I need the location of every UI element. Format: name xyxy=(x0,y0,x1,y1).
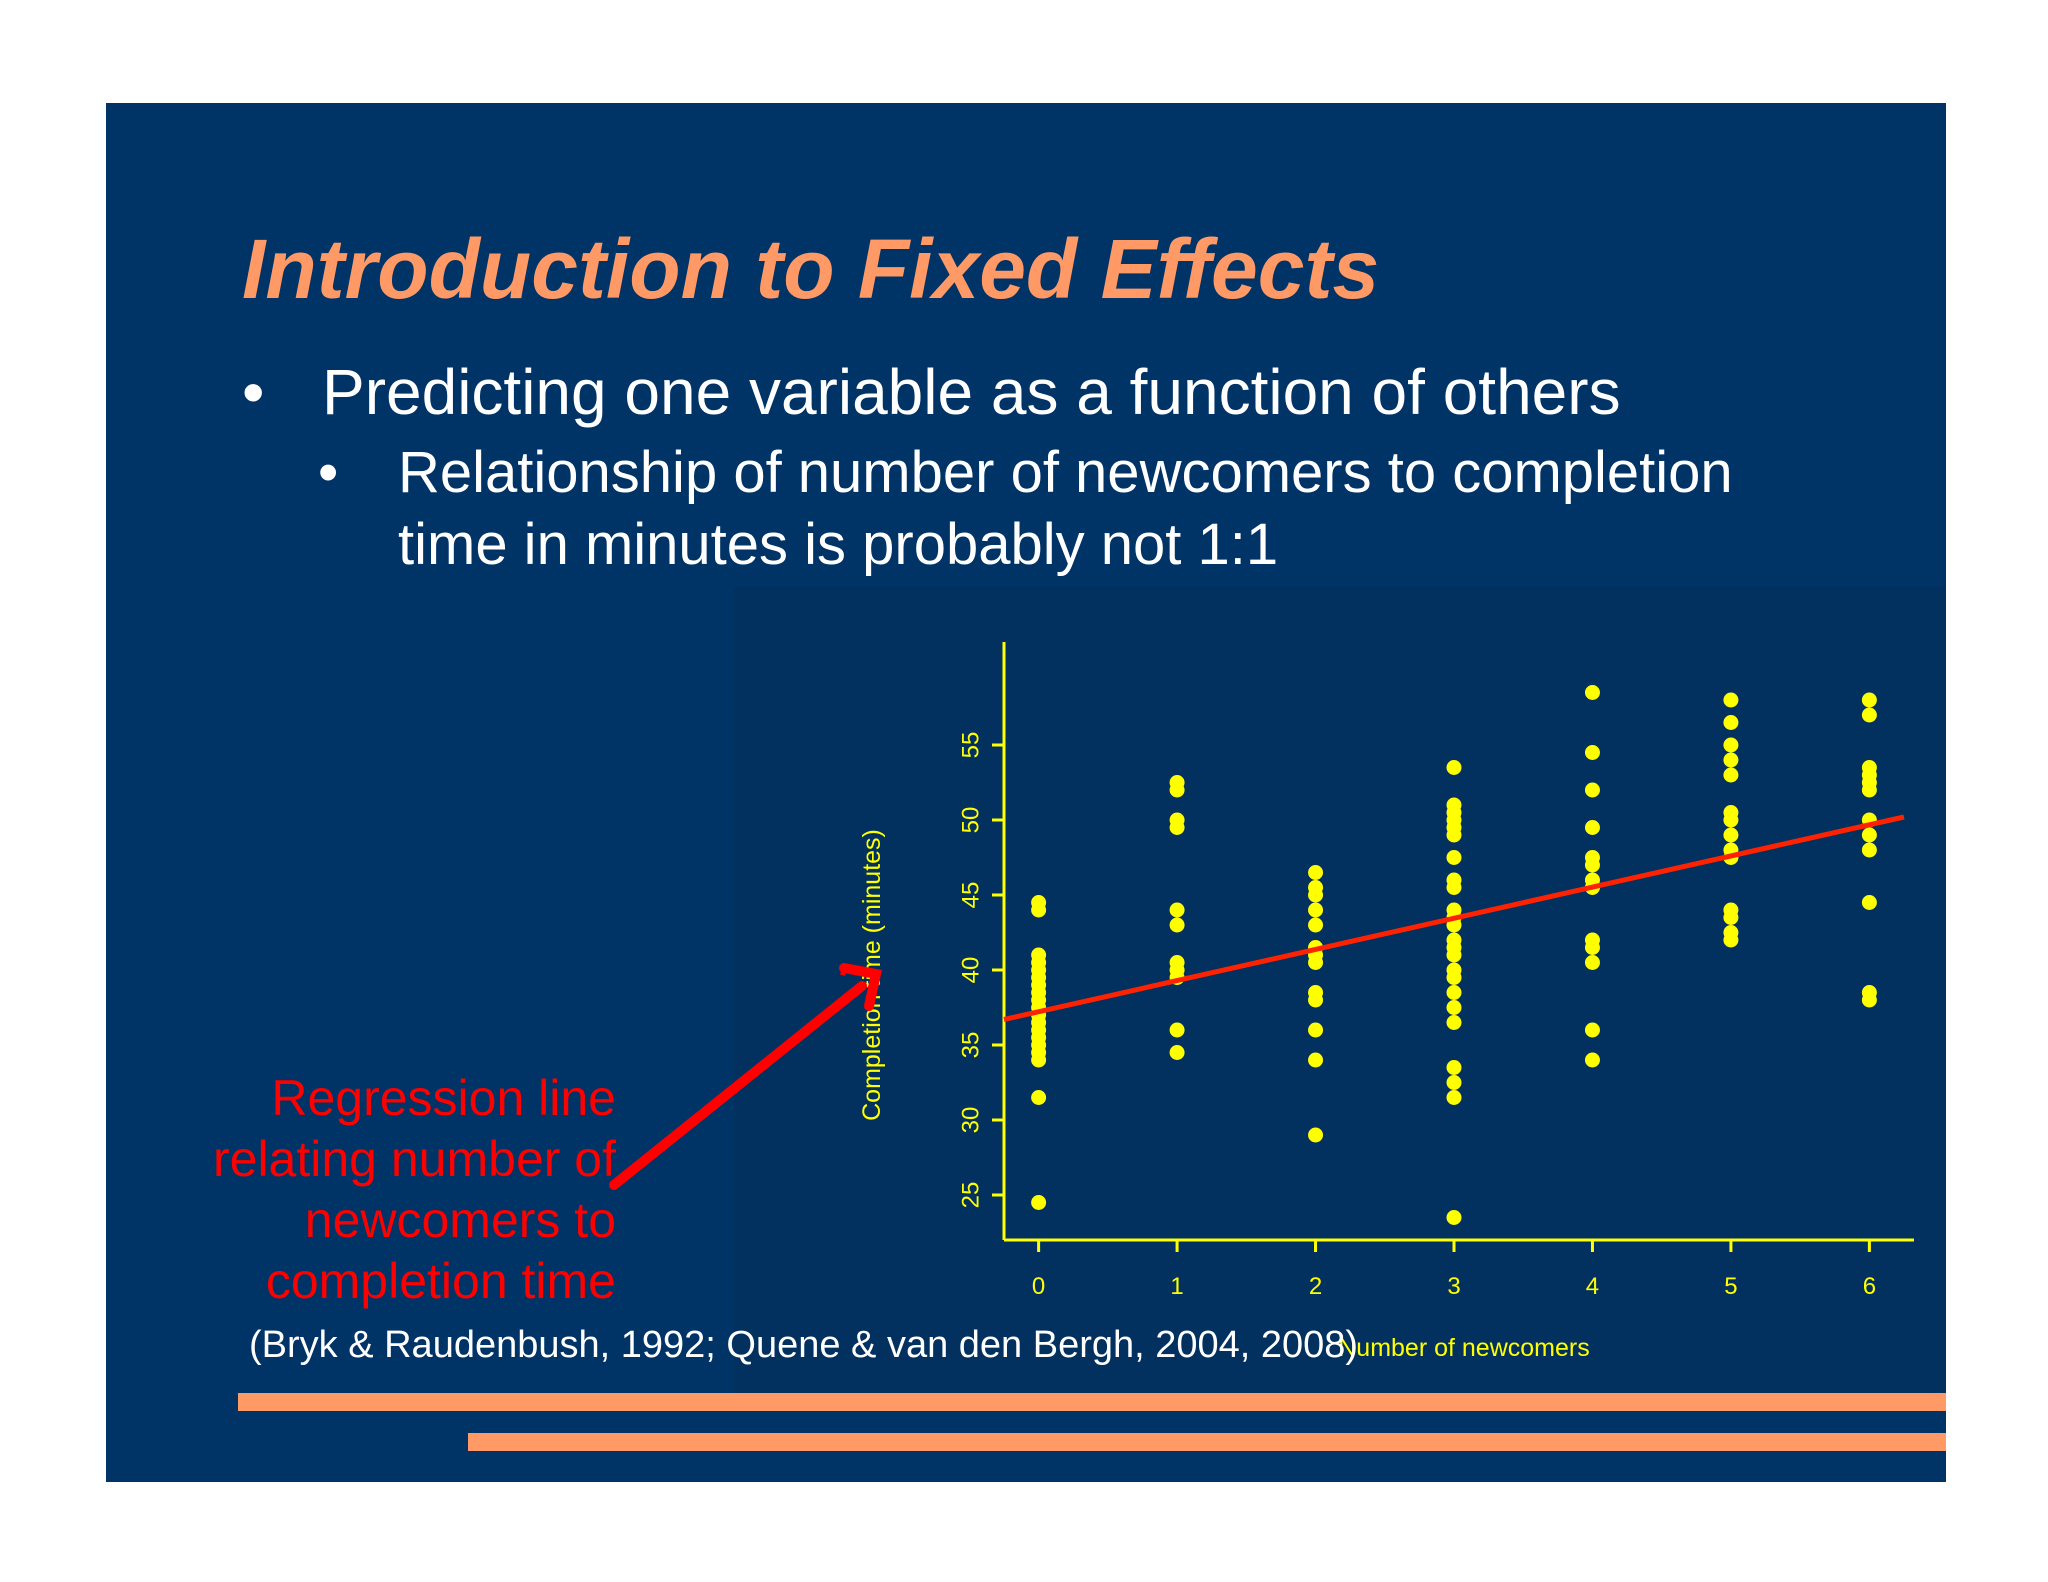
y-tick-label: 25 xyxy=(957,1182,984,1209)
data-point xyxy=(1031,1052,1047,1068)
data-point xyxy=(1446,827,1462,843)
data-point xyxy=(1169,820,1185,835)
data-point xyxy=(1723,767,1739,783)
annotation-line-1: Regression line xyxy=(271,1070,616,1126)
slide: Introduction to Fixed Effects • Predictin… xyxy=(106,103,1946,1482)
data-point xyxy=(1861,895,1877,910)
data-point xyxy=(1861,842,1877,858)
y-tick-label: 50 xyxy=(957,807,984,834)
data-point xyxy=(1446,880,1462,895)
data-point xyxy=(1446,760,1462,775)
annotation-line-4: completion time xyxy=(265,1253,616,1309)
data-point xyxy=(1446,850,1462,865)
data-point xyxy=(1169,1045,1185,1060)
y-tick-label: 30 xyxy=(957,1107,984,1134)
sub-bullet-glyph: • xyxy=(318,440,339,505)
regression-annotation: Regression line relating number of newco… xyxy=(156,1068,616,1312)
y-axis-title: Completion time (minutes) xyxy=(858,829,886,1121)
data-point xyxy=(1584,955,1600,970)
data-point xyxy=(1723,812,1739,828)
data-point xyxy=(1584,1022,1600,1038)
y-tick-label: 40 xyxy=(957,957,984,984)
data-point xyxy=(1446,1075,1462,1090)
data-point xyxy=(1723,752,1739,768)
data-point xyxy=(1308,1127,1324,1143)
data-point xyxy=(1861,827,1877,843)
data-point xyxy=(1723,910,1739,925)
citation: (Bryk & Raudenbush, 1992; Quene & van de… xyxy=(249,1324,1359,1366)
data-point xyxy=(1446,1015,1462,1030)
x-axis-title: Number of newcomers xyxy=(1338,1334,1589,1362)
data-point xyxy=(1584,940,1600,955)
data-point xyxy=(1446,1000,1462,1015)
data-point xyxy=(1031,1195,1047,1210)
data-point xyxy=(1584,685,1600,700)
data-point xyxy=(1723,692,1739,708)
data-point xyxy=(1861,992,1877,1008)
data-point xyxy=(1308,1022,1324,1038)
data-point xyxy=(1031,902,1047,918)
bullet-level-2-line-2: time in minutes is probably not 1:1 xyxy=(398,512,1279,577)
x-tick-label: 1 xyxy=(1170,1273,1183,1300)
data-point xyxy=(1308,992,1324,1008)
data-point xyxy=(1861,692,1877,708)
data-point xyxy=(1584,820,1600,835)
data-point xyxy=(1308,902,1324,918)
data-point xyxy=(1169,782,1185,798)
data-point xyxy=(1169,902,1185,918)
chart-axes xyxy=(992,642,1914,1252)
data-point xyxy=(1446,985,1462,1000)
data-point xyxy=(1723,932,1739,948)
y-tick-label: 35 xyxy=(957,1032,984,1059)
scatter-points xyxy=(1031,685,1877,1225)
y-tick-label: 45 xyxy=(957,882,984,909)
data-point xyxy=(1169,917,1185,933)
annotation-line-3: newcomers to xyxy=(304,1192,616,1248)
annotation-line-2: relating number of xyxy=(212,1131,616,1187)
data-point xyxy=(1446,1090,1462,1105)
x-tick-label: 2 xyxy=(1309,1273,1322,1300)
data-point xyxy=(1446,1060,1462,1075)
data-point xyxy=(1584,782,1600,798)
data-point xyxy=(1584,745,1600,760)
x-tick-label: 6 xyxy=(1863,1273,1876,1300)
data-point xyxy=(1861,782,1877,798)
data-point xyxy=(1723,715,1739,730)
regression-line-layer xyxy=(1003,814,1905,1022)
data-point xyxy=(1308,955,1324,970)
scatter-chart: 0 1 2 3 4 5 6 25 30 35 40 45 50 55 Number of newcomers… xyxy=(734,587,1946,1403)
data-point xyxy=(1308,1052,1324,1068)
slide-title: Introduction to Fixed Effects xyxy=(242,222,1380,316)
data-point xyxy=(1031,1090,1047,1105)
data-point xyxy=(1584,1052,1600,1068)
decorative-rule-top xyxy=(238,1393,1946,1411)
y-tick-label: 55 xyxy=(957,732,984,759)
bullet-glyph: • xyxy=(242,356,265,428)
bullet-level-1: • Predicting one variable as a function o… xyxy=(242,355,1621,429)
data-point xyxy=(1584,857,1600,873)
data-point xyxy=(1169,1022,1185,1038)
x-tick-label: 5 xyxy=(1724,1273,1737,1300)
data-point xyxy=(1861,707,1877,723)
bullet-level-1-text: Predicting one variable as a function of… xyxy=(322,356,1621,428)
data-point xyxy=(1308,917,1324,933)
decorative-rule-bottom xyxy=(468,1433,1946,1451)
data-point xyxy=(1723,737,1739,753)
data-point xyxy=(1308,887,1324,903)
x-tick-label: 4 xyxy=(1586,1273,1599,1300)
data-point xyxy=(1723,827,1739,843)
x-tick-label: 0 xyxy=(1032,1273,1045,1300)
data-point xyxy=(1308,865,1324,880)
regression-line xyxy=(1003,814,1905,1022)
data-point xyxy=(1446,970,1462,985)
bullet-level-2: • Relationship of number of newcomers to… xyxy=(318,437,1733,581)
data-point xyxy=(1446,947,1462,963)
data-point xyxy=(1446,1210,1462,1225)
x-tick-label: 3 xyxy=(1447,1273,1460,1300)
bullet-level-2-line-1: Relationship of number of newcomers to c… xyxy=(398,440,1733,505)
